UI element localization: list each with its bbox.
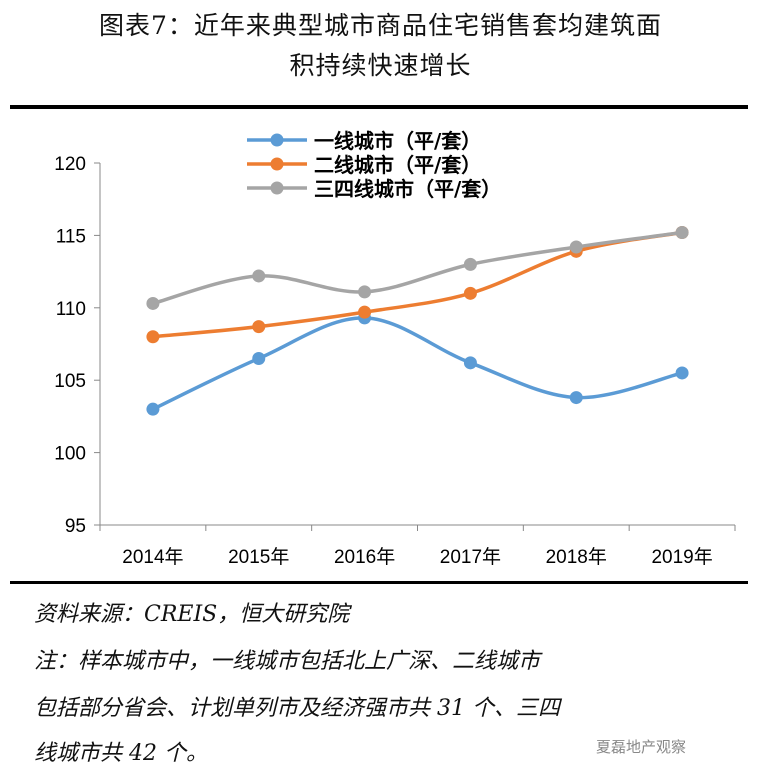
data-point bbox=[146, 296, 160, 310]
data-point bbox=[252, 351, 266, 365]
data-point bbox=[569, 391, 583, 405]
data-point bbox=[569, 240, 583, 254]
bottom-rule bbox=[10, 581, 748, 584]
x-tick-label: 2019年 bbox=[651, 546, 712, 568]
data-point bbox=[358, 285, 372, 299]
legend-marker bbox=[270, 181, 284, 195]
series-line-0 bbox=[152, 316, 683, 411]
top-rule bbox=[10, 105, 748, 109]
y-tick-label: 105 bbox=[54, 371, 86, 392]
x-tick-label: 2016年 bbox=[334, 546, 395, 568]
x-tick-label: 2017年 bbox=[440, 546, 501, 568]
data-point bbox=[463, 257, 477, 271]
title-line-1: 图表7：近年来典型城市商品住宅销售套均建筑面 bbox=[99, 11, 662, 40]
watermark: 夏磊地产观察 bbox=[596, 738, 687, 756]
note-line-2: 包括部分省会、计划单列市及经济强市共 31 个、三四 bbox=[34, 696, 560, 721]
note-line-1: 注：样本城市中，一线城市包括北上广深、二线城市 bbox=[34, 649, 541, 674]
data-point bbox=[252, 269, 266, 283]
legend-label: 三四线城市（平/套） bbox=[314, 177, 501, 201]
data-point bbox=[252, 320, 266, 334]
source-text: 资料来源：CREIS，恒大研究院 bbox=[34, 602, 350, 627]
legend-marker bbox=[270, 157, 284, 171]
y-tick-label: 110 bbox=[56, 299, 86, 320]
data-point bbox=[358, 305, 372, 319]
data-point bbox=[675, 366, 689, 380]
legend-label: 一线城市（平/套） bbox=[314, 129, 481, 153]
data-point bbox=[146, 330, 160, 344]
x-tick-label: 2018年 bbox=[546, 546, 607, 568]
data-point bbox=[675, 226, 689, 240]
y-tick-label: 115 bbox=[56, 226, 86, 247]
data-point bbox=[463, 286, 477, 300]
legend-label: 二线城市（平/套） bbox=[314, 153, 481, 177]
x-tick-label: 2014年 bbox=[122, 546, 183, 568]
note-line-3: 线城市共 42 个。 bbox=[34, 741, 208, 766]
legend-marker bbox=[270, 133, 284, 147]
series-line-1 bbox=[152, 230, 683, 339]
data-point bbox=[463, 356, 477, 370]
data-point bbox=[146, 402, 160, 416]
y-tick-label: 100 bbox=[54, 444, 86, 465]
y-tick-label: 95 bbox=[65, 516, 86, 537]
title-line-2: 积持续快速增长 bbox=[289, 51, 472, 80]
series-line-2 bbox=[152, 230, 683, 306]
y-tick-label: 120 bbox=[54, 154, 86, 175]
x-tick-label: 2015年 bbox=[228, 546, 289, 568]
